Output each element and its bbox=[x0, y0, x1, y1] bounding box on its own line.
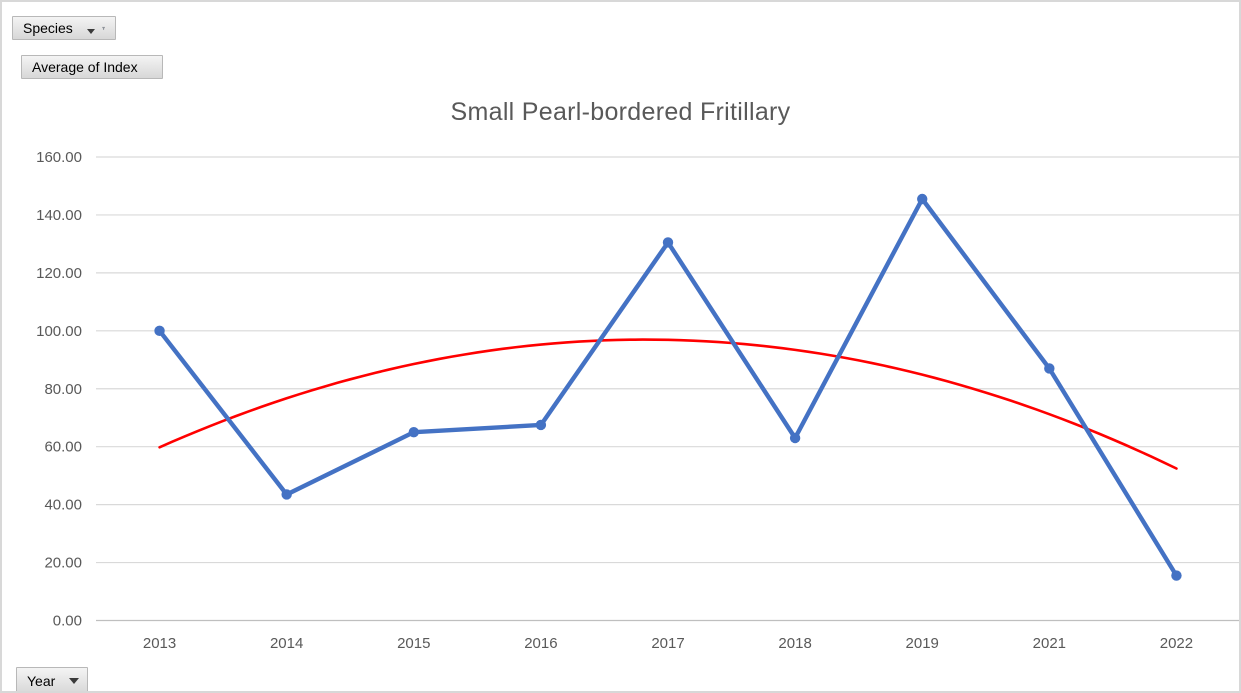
filter-funnel-icon bbox=[101, 26, 105, 30]
series-line bbox=[157, 196, 1179, 578]
x-axis-tick-label: 2019 bbox=[906, 635, 939, 652]
y-axis-tick-label: 100.00 bbox=[36, 323, 82, 340]
data-point-marker bbox=[789, 432, 801, 444]
x-axis-tick-label: 2015 bbox=[397, 635, 430, 652]
chevron-down-icon bbox=[69, 678, 80, 684]
y-axis-tick-label: 80.00 bbox=[44, 381, 82, 398]
x-axis-tick-label: 2021 bbox=[1033, 635, 1066, 652]
data-point-marker bbox=[1171, 570, 1182, 581]
x-axis-tick-label: 2022 bbox=[1160, 635, 1193, 652]
x-axis-tick-label: 2018 bbox=[778, 635, 811, 652]
data-point-marker bbox=[1044, 363, 1055, 374]
year-axis-label: Year bbox=[27, 673, 56, 689]
y-axis-tick-label: 40.00 bbox=[44, 497, 82, 514]
y-axis-tick-label: 0.00 bbox=[53, 613, 82, 630]
species-filter-button[interactable]: Species bbox=[12, 16, 116, 40]
x-axis-tick-label: 2014 bbox=[270, 635, 303, 652]
x-axis-tick-label: 2017 bbox=[651, 635, 684, 652]
data-point-marker bbox=[281, 489, 292, 500]
species-filter-label: Species bbox=[23, 20, 73, 36]
data-point-marker bbox=[408, 427, 419, 438]
year-axis-field-button[interactable]: Year bbox=[16, 667, 88, 691]
dropdown-arrow-icon bbox=[86, 28, 95, 34]
value-field-label: Average of Index bbox=[32, 59, 138, 75]
y-axis-tick-label: 120.00 bbox=[36, 265, 82, 282]
chart-title: Small Pearl-bordered Fritillary bbox=[450, 98, 791, 126]
trendline bbox=[158, 338, 1178, 470]
data-point-marker bbox=[154, 325, 165, 337]
y-axis-tick-label: 160.00 bbox=[36, 149, 82, 166]
y-axis-tick-label: 60.00 bbox=[44, 439, 82, 456]
data-point-marker bbox=[662, 237, 674, 248]
x-axis-tick-label: 2013 bbox=[143, 635, 176, 652]
y-axis-tick-label: 140.00 bbox=[36, 207, 82, 224]
y-axis-tick-label: 20.00 bbox=[44, 555, 82, 572]
data-point-marker bbox=[917, 193, 928, 205]
value-field-button[interactable]: Average of Index bbox=[21, 55, 163, 79]
data-point-marker bbox=[535, 419, 547, 431]
x-axis-tick-label: 2016 bbox=[524, 635, 557, 652]
